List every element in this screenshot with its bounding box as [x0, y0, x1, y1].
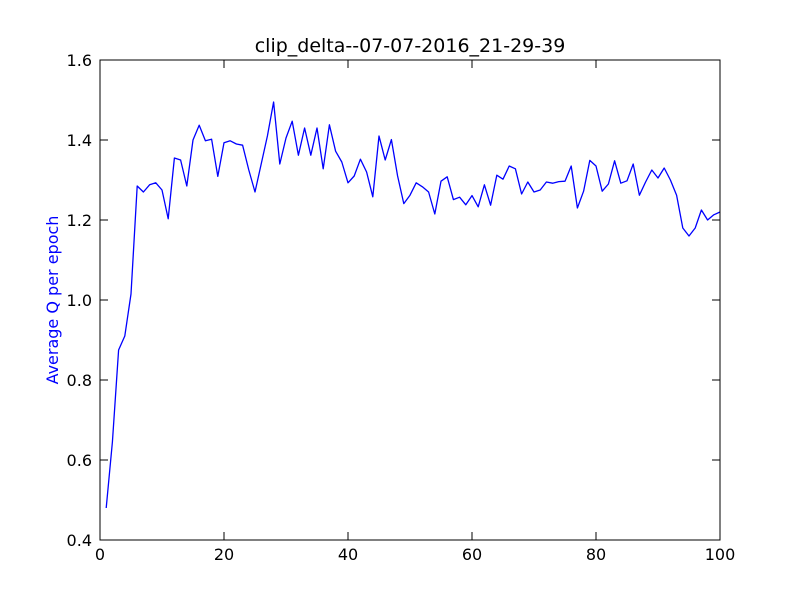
x-tick-label: 60 [462, 545, 482, 564]
x-tick-label: 80 [586, 545, 606, 564]
series-line [105, 101, 721, 509]
y-tick-label: 1.6 [67, 51, 92, 70]
plot-frame [99, 59, 721, 541]
x-tick-label: 20 [214, 545, 234, 564]
y-tick-label: 1.2 [67, 211, 92, 230]
x-tick-label: 0 [95, 545, 105, 564]
y-tick-label: 0.6 [67, 451, 92, 470]
y-tick-label: 1.4 [67, 131, 92, 150]
y-axis-label: Average Q per epoch [43, 216, 62, 385]
y-tick-label: 0.8 [67, 371, 92, 390]
x-tick-label: 40 [338, 545, 358, 564]
chart-title: clip_delta--07-07-2016_21-29-39 [255, 35, 566, 57]
y-tick-label: 1.0 [67, 291, 92, 310]
series-layer [105, 101, 721, 509]
x-tick-label: 100 [705, 545, 736, 564]
y-tick-label: 0.4 [67, 531, 92, 550]
